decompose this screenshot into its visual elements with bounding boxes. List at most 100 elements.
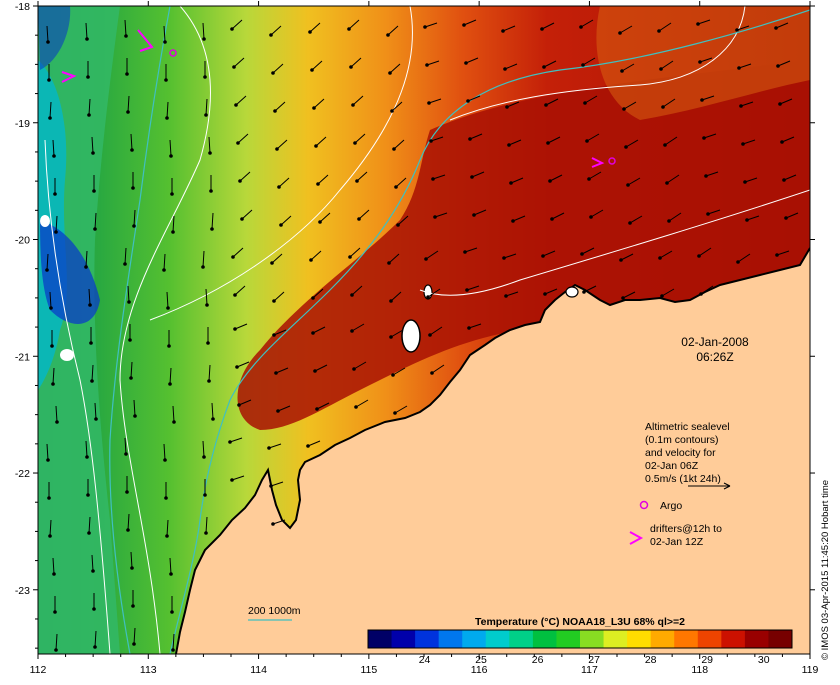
velocity-arrow bbox=[276, 139, 288, 150]
velocity-arrow-head bbox=[463, 250, 467, 254]
cloud-mask-2 bbox=[40, 215, 50, 227]
colorbar-tick-label: 28 bbox=[645, 654, 657, 666]
velocity-arrow bbox=[668, 212, 682, 222]
velocity-arrow-head bbox=[228, 440, 232, 444]
velocity-arrow bbox=[627, 177, 641, 186]
velocity-arrow-head bbox=[580, 252, 584, 256]
velocity-arrow-head bbox=[585, 139, 589, 143]
velocity-arrow bbox=[55, 405, 58, 423]
velocity-arrow-head bbox=[696, 22, 700, 26]
velocity-arrow bbox=[666, 174, 680, 184]
velocity-arrow bbox=[775, 22, 789, 29]
velocity-arrow-head bbox=[51, 382, 55, 386]
velocity-arrow-head bbox=[271, 71, 275, 75]
colorbar-tick-label: 24 bbox=[419, 654, 431, 666]
velocity-arrow-head bbox=[311, 331, 315, 335]
velocity-arrow bbox=[469, 133, 483, 140]
velocity-arrow bbox=[236, 361, 250, 368]
legend-line-5: 0.5m/s (1kt 24h) bbox=[645, 473, 721, 485]
velocity-arrow bbox=[466, 285, 480, 291]
velocity-arrow bbox=[783, 174, 797, 181]
velocity-arrow-head bbox=[237, 403, 241, 407]
sealevel-contour-1 bbox=[149, 6, 413, 321]
colorbar-swatch bbox=[650, 630, 675, 648]
velocity-arrow-head bbox=[272, 299, 276, 303]
velocity-arrow-head bbox=[271, 522, 275, 526]
velocity-arrow-head bbox=[739, 104, 743, 108]
cold-patch-mid bbox=[40, 220, 100, 324]
velocity-arrow bbox=[127, 285, 130, 303]
colorbar-swatch bbox=[509, 630, 534, 648]
velocity-arrow-head bbox=[354, 405, 358, 409]
velocity-arrow-head bbox=[776, 64, 780, 68]
velocity-arrow bbox=[85, 22, 88, 40]
velocity-arrow bbox=[660, 60, 674, 70]
velocity-arrow-head bbox=[704, 174, 708, 178]
velocity-arrow-head bbox=[311, 296, 315, 300]
velocity-arrow bbox=[315, 136, 327, 147]
velocity-arrow-head bbox=[210, 227, 214, 231]
velocity-arrow bbox=[622, 291, 636, 299]
velocity-arrow-head bbox=[132, 642, 136, 646]
velocity-arrow-head bbox=[54, 230, 58, 234]
velocity-arrow bbox=[506, 101, 520, 108]
velocity-arrow bbox=[166, 519, 169, 537]
velocity-arrow-head bbox=[658, 256, 662, 260]
velocity-arrow-head bbox=[165, 116, 169, 120]
velocity-arrow bbox=[428, 98, 442, 104]
velocity-arrow bbox=[698, 247, 712, 257]
velocity-arrow-head bbox=[389, 299, 393, 303]
land-mass bbox=[176, 248, 810, 654]
velocity-arrow-head bbox=[166, 306, 170, 310]
sealevel-contour-2 bbox=[419, 189, 810, 296]
velocity-arrow bbox=[465, 57, 479, 64]
velocity-arrow-head bbox=[544, 103, 548, 107]
legend-line-2: (0.1m contours) bbox=[645, 434, 719, 446]
velocity-arrow bbox=[545, 98, 559, 106]
velocity-arrow-head bbox=[579, 25, 583, 29]
velocity-arrow-head bbox=[124, 452, 128, 456]
velocity-arrow bbox=[353, 361, 367, 370]
velocity-arrow-head bbox=[201, 265, 205, 269]
velocity-arrow-head bbox=[390, 109, 394, 113]
velocity-arrow-head bbox=[429, 139, 433, 143]
velocity-arrow-head bbox=[84, 265, 88, 269]
velocity-arrow-head bbox=[125, 72, 129, 76]
velocity-arrow bbox=[619, 25, 633, 34]
sealevel-contour-3 bbox=[449, 6, 746, 121]
x-tick-label: 116 bbox=[471, 664, 488, 676]
velocity-arrow-head bbox=[94, 417, 98, 421]
argo-float-2 bbox=[169, 49, 177, 57]
velocity-arrow bbox=[746, 215, 760, 221]
argo-float-1 bbox=[608, 157, 616, 165]
velocity-arrow-head bbox=[54, 648, 58, 652]
velocity-arrow-head bbox=[128, 338, 132, 342]
velocity-arrow bbox=[275, 367, 289, 374]
velocity-arrow-head bbox=[389, 335, 393, 339]
velocity-arrow-head bbox=[131, 604, 135, 608]
velocity-arrow bbox=[85, 250, 88, 268]
velocity-arrow bbox=[130, 133, 133, 151]
velocity-arrow bbox=[202, 250, 205, 268]
x-tick-label: 114 bbox=[250, 664, 267, 676]
x-tick-label: 118 bbox=[691, 664, 708, 676]
velocity-arrow-head bbox=[697, 254, 701, 258]
colorbar-swatch bbox=[674, 630, 699, 648]
velocity-arrow bbox=[350, 57, 362, 68]
velocity-arrow bbox=[699, 57, 713, 63]
velocity-arrow bbox=[658, 22, 672, 32]
sealevel-contour-5 bbox=[44, 139, 111, 654]
velocity-arrow-head bbox=[126, 528, 130, 532]
drifter-legend-icon bbox=[629, 531, 644, 545]
velocity-arrow-head bbox=[426, 295, 430, 299]
velocity-arrow-head bbox=[165, 534, 169, 538]
velocity-arrow-head bbox=[236, 141, 240, 145]
velocity-arrow-head bbox=[269, 33, 273, 37]
x-tick-label: 117 bbox=[581, 664, 598, 676]
velocity-arrow-head bbox=[88, 303, 92, 307]
velocity-arrow-head bbox=[543, 292, 547, 296]
velocity-arrow-head bbox=[48, 116, 52, 120]
velocity-arrow bbox=[127, 95, 130, 113]
colorbar-swatch bbox=[697, 630, 722, 648]
